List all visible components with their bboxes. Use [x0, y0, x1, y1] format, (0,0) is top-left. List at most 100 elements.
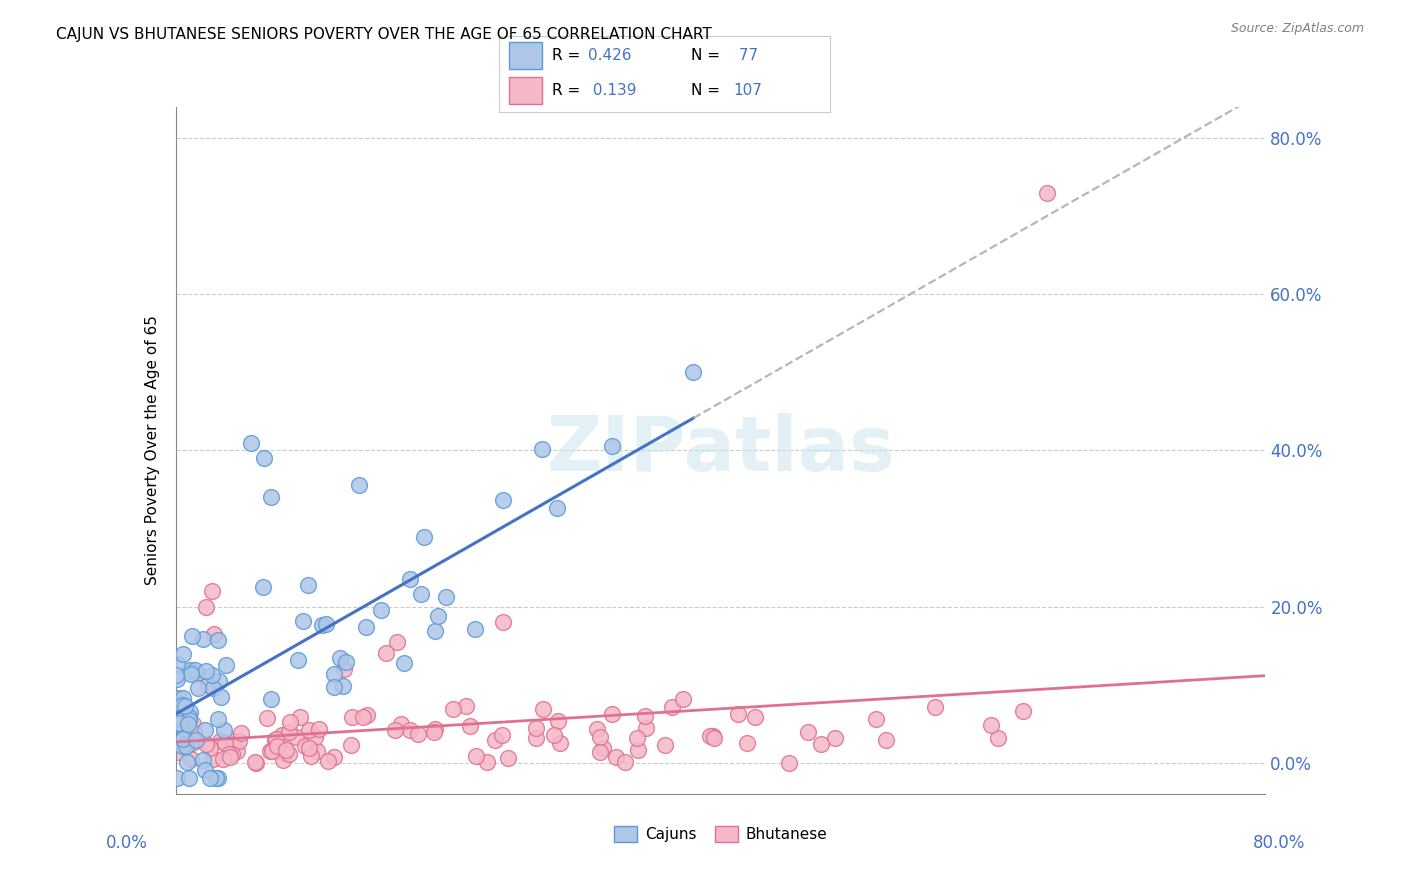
Text: 77: 77 — [734, 48, 758, 63]
Point — [436, 591, 458, 605]
Point — [543, 728, 565, 742]
Point — [399, 572, 422, 586]
Point — [441, 702, 464, 716]
Point — [924, 699, 946, 714]
Point — [530, 442, 553, 456]
Point — [356, 707, 378, 722]
Point — [202, 752, 225, 766]
Point — [661, 700, 683, 714]
Point — [305, 744, 328, 758]
Point — [183, 725, 205, 739]
Point — [387, 634, 409, 648]
Point — [260, 692, 283, 706]
Point — [166, 713, 188, 727]
Text: 0.139: 0.139 — [588, 83, 637, 98]
Point — [384, 723, 406, 737]
Point — [464, 622, 486, 636]
Point — [270, 728, 292, 742]
Legend: Cajuns, Bhutanese: Cajuns, Bhutanese — [609, 820, 832, 848]
Point — [266, 732, 288, 747]
Point — [177, 710, 200, 724]
Point — [654, 738, 676, 752]
Point — [425, 722, 447, 736]
Point — [288, 709, 311, 723]
Point — [172, 690, 194, 705]
Point — [198, 771, 221, 786]
Point — [177, 771, 200, 786]
Point — [174, 739, 197, 753]
Point — [297, 577, 319, 591]
Point — [592, 741, 614, 756]
Text: CAJUN VS BHUTANESE SENIORS POVERTY OVER THE AGE OF 65 CORRELATION CHART: CAJUN VS BHUTANESE SENIORS POVERTY OVER … — [56, 27, 711, 42]
Point — [672, 692, 695, 706]
Point — [810, 737, 832, 751]
Text: 0.426: 0.426 — [588, 48, 631, 63]
Point — [212, 723, 235, 737]
Point — [195, 737, 218, 751]
Point — [291, 614, 314, 628]
Point — [284, 731, 307, 745]
Point — [166, 673, 188, 687]
Point — [228, 733, 250, 747]
Point — [323, 749, 346, 764]
Point — [634, 709, 657, 723]
Point — [744, 710, 766, 724]
Point — [177, 713, 200, 727]
Point — [703, 731, 725, 746]
Point — [177, 717, 200, 731]
Point — [277, 747, 299, 761]
Point — [865, 712, 887, 726]
Point — [260, 744, 283, 758]
Text: ZIPatlas: ZIPatlas — [547, 414, 894, 487]
Point — [209, 690, 232, 705]
Text: R =: R = — [553, 48, 585, 63]
Point — [1036, 186, 1059, 200]
Point — [186, 733, 208, 747]
Point — [1012, 705, 1035, 719]
Text: N =: N = — [690, 48, 720, 63]
Point — [215, 657, 238, 672]
Point — [699, 729, 721, 743]
Point — [297, 740, 319, 755]
Point — [626, 731, 648, 745]
Point — [180, 666, 202, 681]
Point — [273, 746, 295, 760]
Point — [201, 583, 224, 598]
Point — [202, 627, 225, 641]
Point — [824, 731, 846, 745]
Point — [266, 739, 288, 753]
Point — [180, 629, 202, 643]
Point — [297, 723, 319, 737]
Point — [224, 734, 246, 748]
Point — [491, 728, 513, 742]
Point — [245, 756, 267, 770]
Point — [201, 667, 224, 681]
Point — [546, 500, 568, 515]
Point — [287, 653, 309, 667]
Point — [271, 753, 294, 767]
Point — [187, 681, 209, 695]
Point — [294, 739, 316, 754]
Point — [194, 723, 217, 738]
Point — [209, 734, 232, 748]
Point — [176, 755, 198, 769]
Text: N =: N = — [690, 83, 720, 98]
Point — [194, 664, 217, 678]
Point — [614, 755, 637, 769]
Point — [423, 724, 446, 739]
Point — [184, 663, 207, 677]
Point — [256, 711, 278, 725]
Point — [198, 741, 221, 756]
Point — [165, 668, 187, 682]
Point — [356, 619, 378, 633]
Point — [980, 718, 1002, 732]
Point — [492, 615, 515, 630]
Point — [170, 698, 193, 712]
Point — [394, 656, 416, 670]
Point — [214, 736, 236, 750]
Point — [278, 724, 301, 739]
Point — [174, 735, 197, 749]
Point — [875, 732, 897, 747]
Point — [207, 632, 229, 647]
Point — [627, 743, 650, 757]
